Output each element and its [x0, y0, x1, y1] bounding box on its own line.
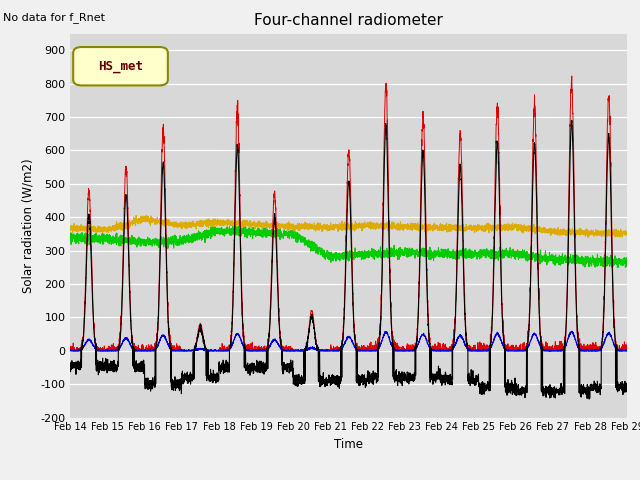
- X-axis label: Time: Time: [334, 438, 364, 451]
- Text: No data for f_Rnet: No data for f_Rnet: [3, 12, 105, 23]
- Y-axis label: Solar radiation (W/m2): Solar radiation (W/m2): [22, 158, 35, 293]
- Text: HS_met: HS_met: [98, 60, 143, 73]
- Title: Four-channel radiometer: Four-channel radiometer: [254, 13, 444, 28]
- FancyBboxPatch shape: [73, 47, 168, 85]
